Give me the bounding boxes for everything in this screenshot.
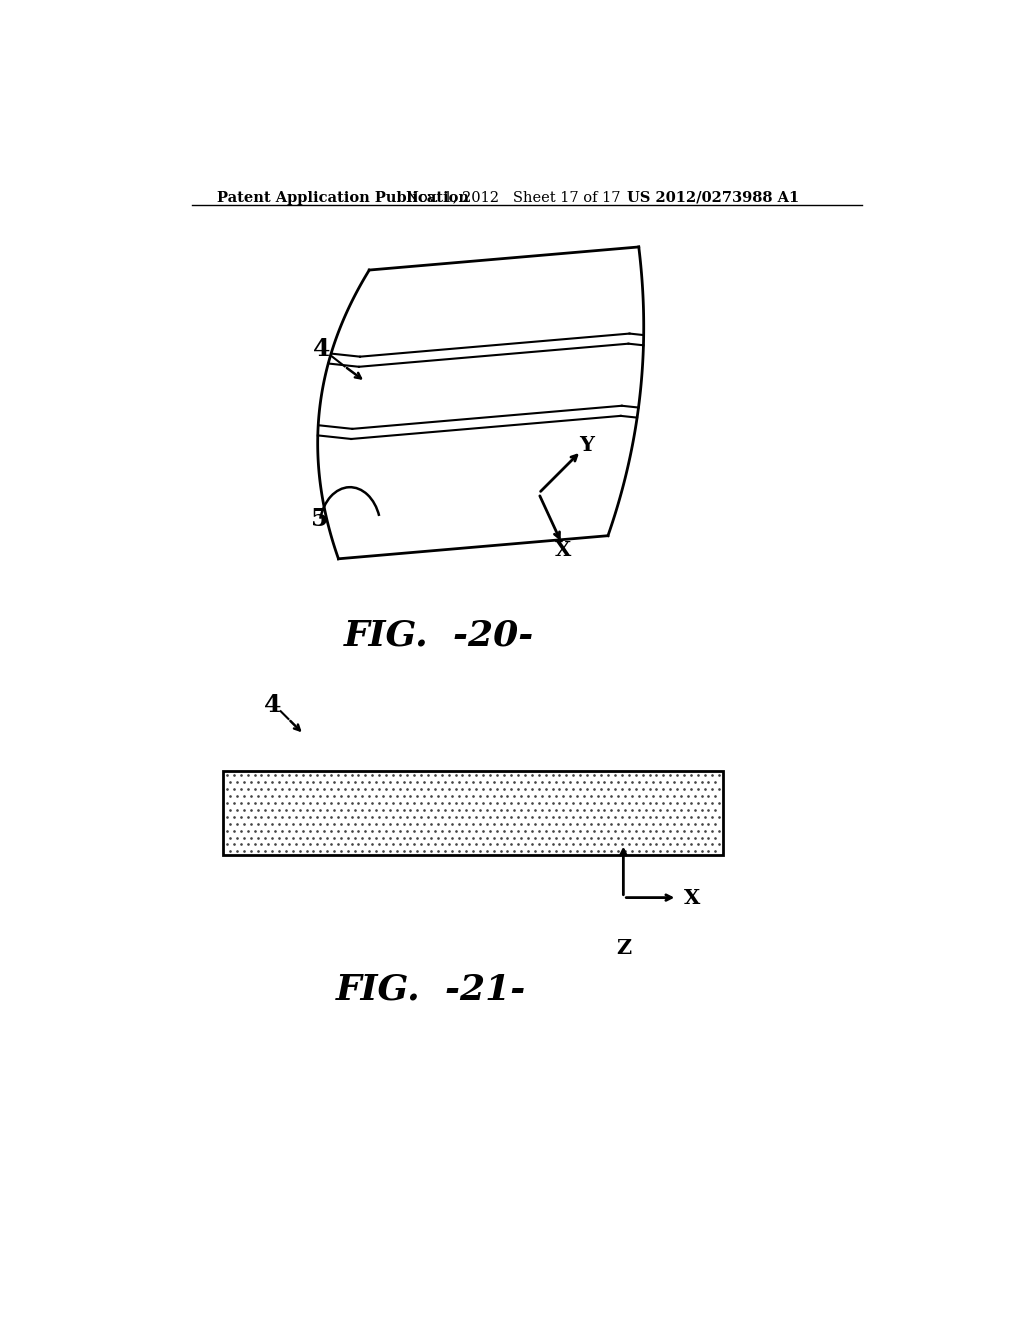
- Text: X: X: [683, 887, 699, 908]
- Text: Z: Z: [615, 937, 631, 958]
- Text: 5: 5: [310, 507, 328, 531]
- Text: 4: 4: [264, 693, 282, 717]
- Text: X: X: [555, 540, 571, 560]
- Text: US 2012/0273988 A1: US 2012/0273988 A1: [628, 190, 800, 205]
- Text: Y: Y: [579, 434, 594, 455]
- Bar: [223, 771, 724, 855]
- Text: Nov. 1, 2012   Sheet 17 of 17: Nov. 1, 2012 Sheet 17 of 17: [407, 190, 621, 205]
- Text: FIG.  -20-: FIG. -20-: [343, 619, 534, 653]
- Text: FIG.  -21-: FIG. -21-: [336, 973, 526, 1007]
- Text: Patent Application Publication: Patent Application Publication: [217, 190, 469, 205]
- Text: 4: 4: [313, 338, 330, 362]
